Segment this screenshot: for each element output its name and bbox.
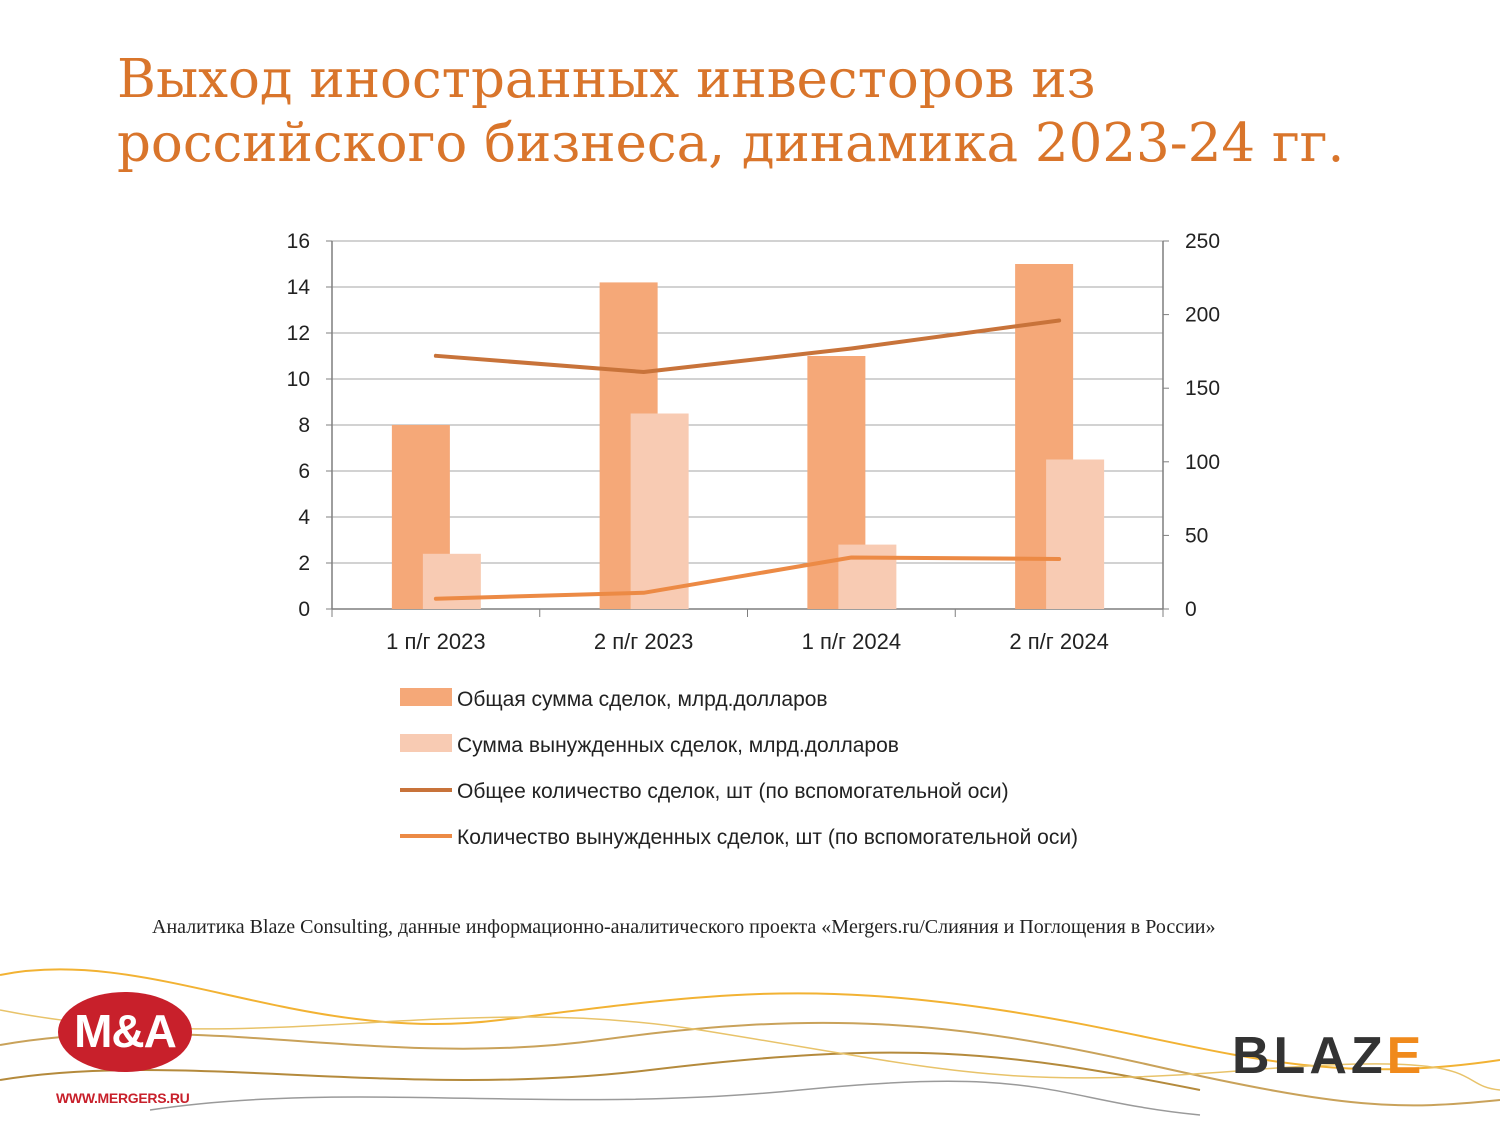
y-tick-label: 14 [287, 276, 311, 299]
decorative-waves [0, 968, 1500, 1116]
legend-label: Сумма вынужденных сделок, млрд.долларов [457, 734, 899, 757]
legend-swatch [400, 688, 452, 706]
ma-logo: M&A [58, 992, 192, 1080]
blaze-logo: BLAZE [1232, 1028, 1425, 1084]
y-tick-label: 12 [287, 322, 310, 345]
ma-logo-url: WWW.MERGERS.RU [56, 1090, 190, 1106]
legend-label: Количество вынужденных сделок, шт (по вс… [457, 826, 1078, 849]
x-tick-label: 1 п/г 2024 [802, 629, 901, 654]
y2-tick-label: 100 [1185, 451, 1220, 474]
y2-tick-label: 150 [1185, 377, 1220, 400]
chart: 0 2 4 6 8 10 12 14 16 0 50 100 150 200 250 1 п/г 2023 2 … [287, 230, 1220, 849]
legend-label: Общая сумма сделок, млрд.долларов [457, 688, 828, 711]
y2-tick-label: 50 [1185, 524, 1208, 547]
bar [1046, 459, 1105, 609]
y2-tick-label: 200 [1185, 304, 1220, 327]
y-tick-label: 8 [298, 414, 310, 437]
bar [630, 413, 689, 609]
page-title: Выход иностранных инвесторов из российск… [117, 49, 1345, 174]
y-tick-label: 10 [287, 368, 310, 391]
x-tick-label: 2 п/г 2024 [1009, 629, 1108, 654]
x-tick-label: 1 п/г 2023 [386, 629, 485, 654]
source-note: Аналитика Blaze Consulting, данные инфор… [152, 916, 1216, 938]
blaze-logo-accent: E [1386, 1027, 1426, 1085]
series-line [433, 555, 1062, 601]
legend-swatch [400, 734, 452, 752]
y-tick-label: 16 [287, 230, 310, 253]
y2-tick-label: 0 [1185, 598, 1197, 621]
y-tick-label: 6 [298, 460, 310, 483]
series-line [433, 318, 1062, 375]
y-tick-label: 2 [298, 552, 310, 575]
x-tick-label: 2 п/г 2023 [594, 629, 693, 654]
y-tick-label: 4 [298, 506, 310, 529]
legend-label: Общее количество сделок, шт (по вспомога… [457, 780, 1009, 803]
ma-logo-oval [58, 992, 192, 1072]
bar [422, 553, 481, 609]
y-tick-label: 0 [298, 598, 310, 621]
y2-tick-label: 250 [1185, 230, 1220, 253]
bar [838, 544, 897, 609]
ma-logo-text: M&A [74, 1005, 177, 1057]
blaze-logo-main: BLAZ [1232, 1027, 1387, 1085]
